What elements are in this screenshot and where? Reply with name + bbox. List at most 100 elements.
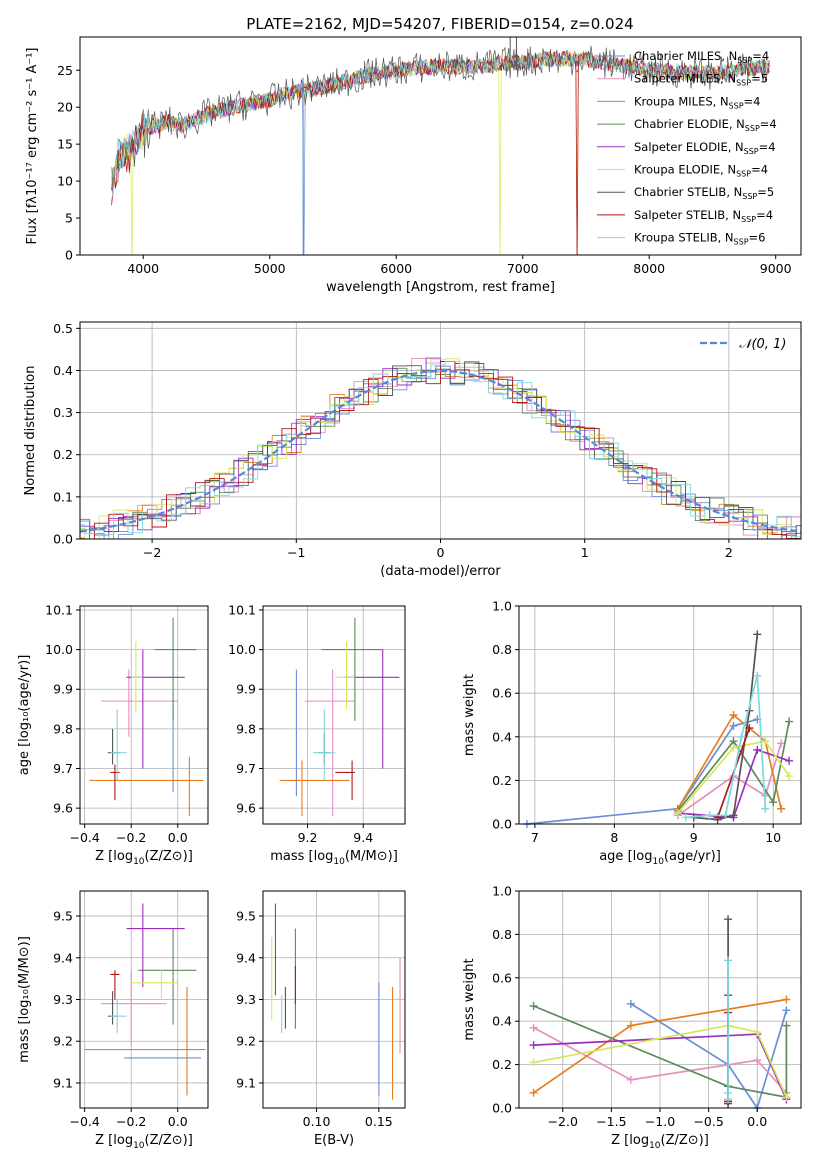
x-tick-label: −1.5 bbox=[596, 1114, 626, 1129]
y-tick-label: 10.1 bbox=[228, 602, 256, 617]
y-tick-label: 25 bbox=[57, 63, 73, 78]
weight-lines bbox=[522, 630, 794, 828]
weight-marker-kroupa-stelib bbox=[737, 732, 746, 741]
weight-marker-chabrier-elodie bbox=[782, 1021, 791, 1030]
weight-marker-chabrier-elodie bbox=[769, 798, 778, 807]
y-tick-label: 9.4 bbox=[53, 950, 73, 965]
y-tick-label: 9.4 bbox=[236, 950, 256, 965]
mass-weight-vs-metallicity-panel: −2.0 −1.5 −1.0 −0.5 0.0 0.0 0.2 0.4 0.6 0.8 1.0 Z [… bbox=[462, 884, 802, 1151]
weight-marker-chabrier-miles bbox=[782, 1006, 791, 1015]
legend-label-chabrier-stelib: Chabrier STELIB, NSSP=5 bbox=[634, 185, 774, 201]
weight-marker-kroupa-elodie bbox=[753, 1028, 762, 1037]
weight-marker-kroupa-miles bbox=[729, 711, 738, 719]
legend-label-salpeter-elodie: Salpeter ELODIE, NSSP=4 bbox=[634, 140, 776, 156]
errorbar-points bbox=[84, 903, 206, 1096]
histogram-salpeter-stelib bbox=[80, 361, 801, 539]
errorbar-chabrier-elodie bbox=[154, 617, 197, 721]
spectrum-line-salpeter-stelib bbox=[111, 51, 770, 255]
y-tick-label: 0.0 bbox=[53, 532, 73, 547]
errorbar-chabrier-elodie bbox=[138, 928, 197, 1025]
x-tick-label: −0.4 bbox=[69, 830, 99, 845]
y-tick-label: 9.8 bbox=[53, 721, 73, 736]
errorbar-chabrier-elodie bbox=[321, 617, 383, 721]
weight-marker-kroupa-elodie bbox=[729, 743, 738, 752]
weight-marker-salpeter-miles bbox=[753, 1056, 762, 1065]
y-tick-label: 0.3 bbox=[53, 405, 73, 420]
errorbar-kroupa-miles bbox=[89, 756, 204, 817]
y-axis-label: age [log₁₀(age/yr)] bbox=[17, 655, 32, 776]
x-tick-label: 5000 bbox=[254, 261, 286, 276]
legend-label-chabrier-elodie: Chabrier ELODIE, NSSP=4 bbox=[634, 117, 777, 133]
y-tick-label: 9.1 bbox=[236, 1075, 256, 1090]
legend-label-normal: 𝒩(0, 1) bbox=[739, 337, 786, 352]
weight-marker-kroupa-elodie bbox=[529, 1058, 538, 1067]
y-tick-label: 0 bbox=[65, 248, 73, 263]
y-tick-label: 9.7 bbox=[236, 761, 256, 776]
weight-marker-kroupa-stelib bbox=[724, 1088, 733, 1097]
weight-line-kroupa-elodie bbox=[533, 1024, 788, 1098]
y-tick-label: 15 bbox=[57, 137, 73, 152]
x-axis-label: Z [log10(Z/Z⊙)] bbox=[611, 1133, 709, 1151]
figure-title: PLATE=2162, MJD=54207, FIBERID=0154, z=0… bbox=[246, 15, 633, 33]
y-tick-label: 0.2 bbox=[53, 447, 73, 462]
x-axis-label: wavelength [Angstrom, rest frame] bbox=[326, 280, 555, 295]
legend-label-kroupa-elodie: Kroupa ELODIE, NSSP=4 bbox=[634, 163, 768, 179]
x-tick-label: 4000 bbox=[127, 261, 159, 276]
x-axis-label: mass [log10(M/M⊙)] bbox=[270, 849, 398, 867]
errorbar-points bbox=[89, 617, 204, 817]
y-tick-label: 9.5 bbox=[236, 909, 256, 924]
y-tick-label: 10.0 bbox=[228, 642, 256, 657]
normal-curve bbox=[80, 369, 801, 533]
spectrum-panel: 4000 5000 6000 7000 8000 9000 0 5 10 15 20 25 wavele… bbox=[25, 36, 802, 295]
x-tick-label: 0.10 bbox=[303, 1114, 331, 1129]
x-axis-label: E(B-V) bbox=[314, 1133, 354, 1148]
histogram-kroupa-stelib bbox=[80, 360, 801, 537]
y-tick-label: 0.1 bbox=[53, 489, 73, 504]
weight-line-salpeter-miles bbox=[677, 743, 782, 816]
weight-marker-kroupa-miles bbox=[626, 1021, 635, 1030]
y-axis-label: Flux [fλ10⁻¹⁷ erg cm⁻² s⁻¹ A⁻¹] bbox=[25, 48, 40, 245]
x-axis-label: Z [log10(Z/Z⊙)] bbox=[95, 849, 193, 867]
y-axis-label: Normed distribution bbox=[23, 366, 38, 496]
errorbar-points bbox=[279, 617, 400, 817]
y-tick-label: 0.6 bbox=[492, 686, 512, 701]
x-tick-label: 8 bbox=[610, 830, 618, 845]
weight-marker-kroupa-elodie bbox=[785, 772, 794, 781]
legend-label-chabrier-miles: Chabrier MILES, NSSP=4 bbox=[634, 49, 769, 65]
weight-marker-kroupa-stelib bbox=[681, 813, 690, 822]
age-vs-metallicity-panel: −0.4 −0.2 0.0 9.6 9.7 9.8 9.9 10.0 10.1 Z [log10(… bbox=[17, 602, 209, 867]
x-tick-label: 7000 bbox=[507, 261, 539, 276]
axes-frame bbox=[79, 36, 802, 256]
x-tick-label: 2 bbox=[725, 545, 733, 560]
weight-marker-chabrier-stelib bbox=[724, 915, 733, 924]
weight-marker-kroupa-miles bbox=[529, 1088, 538, 1097]
legend-label-kroupa-stelib: Kroupa STELIB, NSSP=6 bbox=[634, 231, 765, 247]
weight-marker-kroupa-elodie bbox=[782, 1093, 791, 1102]
weight-marker-kroupa-stelib bbox=[721, 811, 730, 820]
y-tick-label: 9.6 bbox=[236, 801, 256, 816]
x-tick-label: −0.4 bbox=[69, 1114, 99, 1129]
axes-frame bbox=[518, 605, 802, 825]
weight-line-chabrier-elodie bbox=[533, 1005, 788, 1099]
y-tick-label: 0.4 bbox=[492, 1014, 512, 1029]
weight-marker-kroupa-stelib bbox=[705, 811, 714, 820]
errorbar-salpeter-elodie bbox=[126, 903, 185, 987]
y-tick-label: 0.4 bbox=[53, 363, 73, 378]
weight-line-kroupa-stelib bbox=[685, 675, 767, 819]
weight-marker-salpeter-elodie bbox=[753, 745, 762, 754]
weight-marker-salpeter-stelib bbox=[745, 724, 754, 733]
errorbar-salpeter-stelib bbox=[110, 970, 120, 1000]
errorbar-kroupa-elodie bbox=[131, 970, 178, 1000]
x-tick-label: 0.0 bbox=[168, 830, 188, 845]
x-tick-label: −0.5 bbox=[693, 1114, 723, 1129]
spectrum-spike bbox=[509, 37, 517, 71]
y-tick-label: 20 bbox=[57, 100, 73, 115]
y-tick-label: 9.5 bbox=[53, 909, 73, 924]
x-tick-label: 9.2 bbox=[298, 830, 318, 845]
y-tick-label: 9.1 bbox=[53, 1075, 73, 1090]
y-tick-label: 9.2 bbox=[53, 1034, 73, 1049]
axes-frame bbox=[79, 605, 209, 825]
weight-marker-salpeter-elodie bbox=[785, 756, 794, 765]
spectrum-line-kroupa-stelib bbox=[111, 51, 770, 199]
x-tick-label: −0.2 bbox=[116, 1114, 146, 1129]
